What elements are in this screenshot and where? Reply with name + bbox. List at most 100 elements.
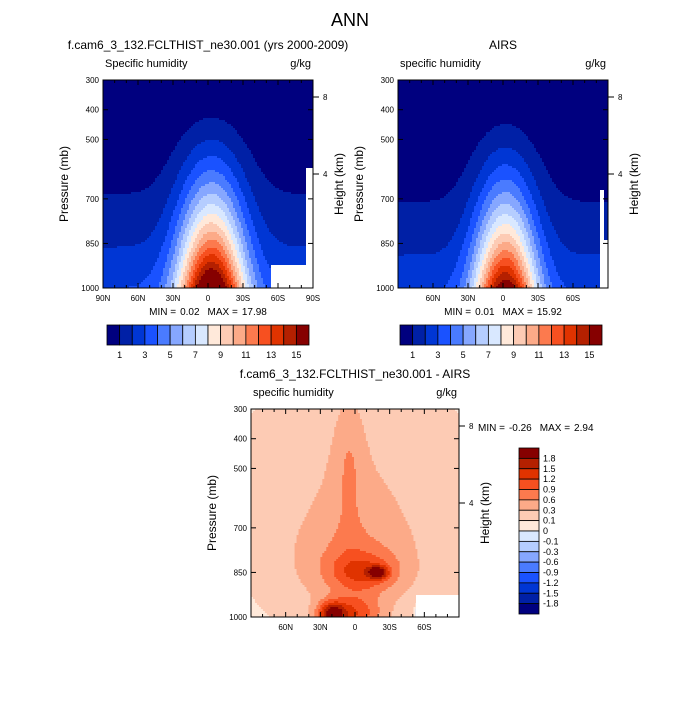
contour-band [255, 228, 270, 231]
contour-band [494, 184, 517, 187]
contour-band [103, 86, 314, 89]
colorbar-label: 9 [511, 350, 516, 360]
colorbar-label: 1.8 [543, 453, 556, 463]
contour-band [253, 222, 266, 225]
contour-band [466, 166, 483, 169]
contour-band [340, 521, 361, 524]
colorbar-label: 3 [142, 350, 147, 360]
contour-band [193, 124, 232, 127]
missing-data-region [602, 240, 608, 288]
contour-band [476, 284, 481, 287]
contour-band [253, 192, 292, 195]
contour-band [336, 425, 365, 428]
contour-band [510, 234, 519, 237]
contour-band [103, 138, 182, 141]
contour-band [251, 276, 256, 279]
contour-band [359, 521, 408, 524]
contour-band [217, 156, 236, 159]
contour-band [326, 465, 345, 468]
contour-band [488, 280, 493, 283]
contour-band [498, 254, 515, 257]
contour-band [417, 553, 460, 556]
contour-band [344, 567, 367, 570]
contour-band [296, 535, 335, 538]
contour-band [185, 276, 190, 279]
contour-band [205, 256, 218, 259]
contour-band [183, 234, 190, 237]
contour-band [175, 246, 182, 249]
contour-band [474, 184, 485, 187]
contour-band [205, 270, 218, 273]
contour-band [524, 278, 529, 281]
contour-band [496, 264, 515, 267]
contour-band [379, 593, 404, 596]
contour-band [472, 240, 477, 243]
colorbar-swatch [518, 509, 540, 522]
contour-band [484, 242, 489, 245]
contour-band [534, 220, 541, 223]
contour-band [171, 266, 176, 269]
contour-band [191, 236, 198, 239]
contour-band [241, 188, 252, 191]
contour-band [103, 226, 156, 229]
contour-band [524, 212, 531, 215]
contour-band [522, 274, 527, 277]
contour-band [373, 537, 414, 540]
contour-band [492, 246, 499, 249]
contour-band [209, 222, 214, 225]
contour-band [103, 172, 162, 175]
contour-band [171, 280, 176, 283]
contour-band [259, 242, 284, 245]
contour-band [103, 128, 190, 131]
contour-band [103, 180, 156, 183]
contour-band [492, 188, 521, 191]
contour-band [460, 250, 469, 253]
contour-band [245, 258, 252, 261]
right-tick-label: 4 [618, 170, 623, 179]
contour-band [245, 252, 250, 255]
contour-band [161, 216, 172, 219]
contour-band [398, 176, 461, 179]
contour-band [480, 270, 483, 273]
contour-band [342, 507, 359, 510]
contour-band [235, 192, 244, 195]
contour-band [524, 178, 535, 181]
contour-band [354, 465, 377, 468]
contour-band [508, 250, 517, 253]
contour-band [514, 264, 519, 267]
contour-band [193, 262, 198, 265]
contour-band [534, 258, 541, 261]
contour-band [304, 519, 341, 522]
contour-band [484, 244, 489, 247]
contour-band [251, 531, 299, 534]
contour-band [538, 270, 543, 273]
contour-band [245, 222, 254, 225]
contour-band [241, 280, 246, 283]
contour-band [462, 276, 469, 279]
contour-band [199, 274, 204, 277]
contour-band [261, 274, 276, 277]
y-tick-label: 700 [86, 195, 100, 204]
contour-band [255, 272, 262, 275]
contour-band [189, 278, 192, 281]
contour-band [239, 244, 244, 247]
contour-band [231, 272, 234, 275]
contour-band [538, 272, 543, 275]
contour-band [393, 495, 460, 498]
contour-band [472, 258, 477, 261]
contour-band [398, 106, 609, 109]
contour-band [398, 128, 493, 131]
contour-band [151, 184, 174, 187]
contour-band [221, 254, 228, 257]
contour-band [251, 601, 256, 604]
contour-band [398, 260, 459, 263]
contour-band [191, 186, 202, 189]
contour-band [229, 258, 232, 261]
contour-band [411, 531, 460, 534]
contour-band [398, 208, 465, 211]
colorbar-label: 7 [486, 350, 491, 360]
contour-band [251, 188, 280, 191]
contour-band [486, 224, 493, 227]
contour-band [181, 166, 196, 169]
contour-band [488, 244, 493, 247]
